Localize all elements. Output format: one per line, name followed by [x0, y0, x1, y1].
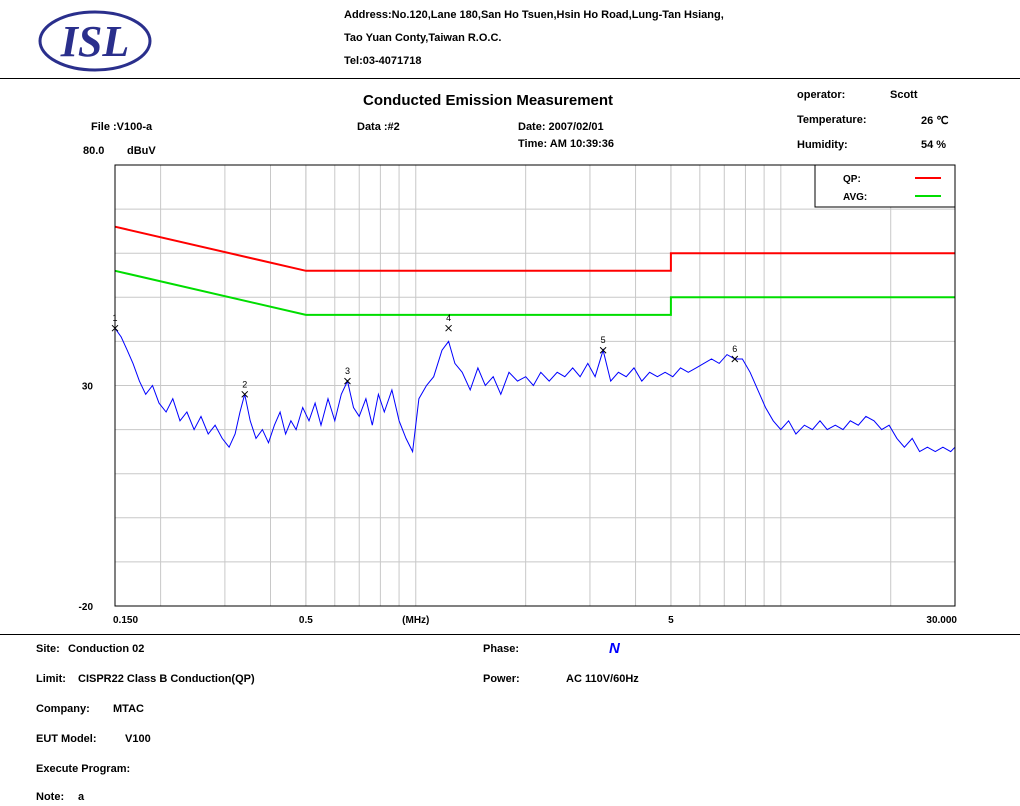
limit-lines — [114, 225, 955, 316]
legend: QP: AVG: — [814, 164, 956, 208]
x-tick-label: 0.150 — [113, 615, 138, 626]
power-label: Power: — [483, 673, 520, 685]
x-tick-label: (MHz) — [402, 615, 429, 626]
marker-cross — [599, 346, 607, 354]
marker-label: 2 — [242, 379, 247, 389]
chart-title: Conducted Emission Measurement — [363, 92, 614, 109]
phase-label: Phase: — [483, 643, 520, 655]
operator-value: Scott — [890, 89, 918, 101]
power-value: AC 110V/60Hz — [566, 673, 639, 685]
data-number: Data :#2 — [357, 121, 400, 133]
x-tick-label: 30.000 — [926, 615, 957, 626]
eut-model-value: V100 — [125, 733, 151, 745]
test-time: Time: AM 10:39:36 — [518, 138, 614, 150]
peak-marker-5: 5 — [599, 335, 607, 354]
x-tick-label: 0.5 — [299, 615, 313, 626]
eut-model-label: EUT Model: — [36, 733, 97, 745]
legend-label: QP: — [843, 174, 861, 185]
temperature-value: 26 ℃ — [921, 115, 949, 127]
note-value: a — [78, 791, 85, 803]
peak-marker-4: 4 — [445, 313, 452, 332]
plot-frame — [114, 164, 956, 607]
marker-cross — [731, 355, 739, 363]
company-value: MTAC — [113, 703, 144, 715]
humidity-label: Humidity: — [797, 139, 848, 151]
legend-label: AVG: — [843, 192, 867, 203]
peak-marker-2: 2 — [241, 379, 249, 398]
peak-marker-3: 3 — [344, 366, 351, 385]
y-unit-label: dBuV — [127, 145, 156, 157]
marker-label: 4 — [446, 313, 451, 323]
chart-grid — [115, 164, 956, 607]
phase-value: N — [609, 640, 620, 657]
isl-logo: ISL — [38, 10, 152, 72]
emission-trace — [114, 327, 956, 454]
marker-cross — [241, 390, 249, 398]
qp-limit-line — [114, 225, 955, 272]
test-date: Date: 2007/02/01 — [518, 121, 604, 133]
logo-text: ISL — [60, 17, 129, 66]
operator-label: operator: — [797, 89, 846, 101]
marker-label: 6 — [732, 344, 737, 354]
temperature-label: Temperature: — [797, 114, 867, 126]
telephone: Tel:03-4071718 — [344, 55, 422, 67]
limit-value: CISPR22 Class B Conduction(QP) — [78, 673, 255, 685]
legend-box — [814, 164, 956, 208]
note-label: Note: — [36, 791, 65, 803]
marker-label: 5 — [601, 335, 606, 345]
file-name: File :V100-a — [91, 121, 153, 133]
y-tick-label: -20 — [79, 602, 94, 613]
site-value: Conduction 02 — [68, 643, 145, 655]
marker-cross — [344, 377, 351, 385]
site-label: Site: — [36, 643, 60, 655]
company-label: Company: — [36, 703, 90, 715]
y-top-label: 80.0 — [83, 145, 105, 157]
header-divider — [0, 78, 1020, 79]
execute-program-label: Execute Program: — [36, 763, 131, 775]
address-line-1: Address:No.120,Lane 180,San Ho Tsuen,Hsi… — [344, 9, 724, 21]
address-line-2: Tao Yuan Conty,Taiwan R.O.C. — [344, 32, 502, 44]
limit-label: Limit: — [36, 673, 66, 685]
y-tick-label: 30 — [82, 382, 94, 393]
humidity-value: 54 % — [921, 139, 947, 151]
avg-limit-line — [114, 269, 955, 316]
x-tick-label: 5 — [668, 615, 674, 626]
marker-cross — [445, 324, 452, 332]
peak-marker-6: 6 — [731, 344, 739, 363]
emission-trace-line — [114, 327, 956, 454]
axis-ticks: 30 -20 0.150 0.5 (MHz) 5 30.000 — [79, 382, 958, 627]
footer-divider — [0, 634, 1020, 635]
marker-label: 3 — [345, 366, 350, 376]
